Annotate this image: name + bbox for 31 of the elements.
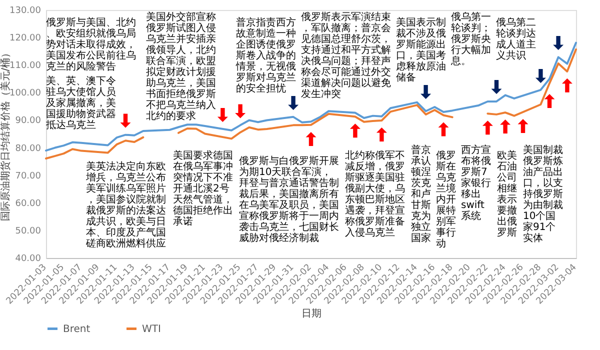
- annotation: 普京指责西方故意制造一种企图诱使俄罗斯卷入战争的情景，无视俄罗斯对乌克兰的安全担忧: [235, 16, 296, 94]
- annotation: 美国表示制裁不涉及俄罗斯能源出口，美国考虑释放原油储备: [396, 16, 446, 84]
- annotation: 俄罗斯与白俄罗斯开展为期10天联合军演，拜登与普京通话警告制裁后果，美国撤离所有在乌美军及职员，美国宣称俄罗斯将于一周内袭击乌克兰，七国财长威胁对俄经济制裁: [239, 155, 339, 244]
- y-tick-label: 90.00: [15, 116, 42, 126]
- text: 美国制裁俄罗斯炼油产品出口，以支持俄罗斯为由制裁10个国家91个实体: [523, 145, 563, 244]
- y-tick-label: 70.00: [15, 171, 42, 182]
- y-tick-label: 120.00: [10, 34, 42, 44]
- legend-label: Brent: [63, 324, 90, 335]
- text: 俄罗斯在乌克兰境内开展特别军事行动: [436, 150, 456, 250]
- y-axis-title: 国际原油期货日均结算价格（美元/桶）: [0, 48, 12, 222]
- x-axis-title: 日期: [302, 308, 322, 320]
- annotation: 欧美石油公司相继表示要撤出俄罗斯: [497, 150, 517, 238]
- y-tick-label: 50.00: [15, 226, 42, 236]
- y-tick-label: 60.00: [15, 198, 42, 209]
- annotation: 美国要求德国在俄乌军事冲突情况下不准开通北溪2号天然气管道，德国拒绝作出承诺: [173, 150, 233, 228]
- annotation: 俄罗斯表示军演结束，军队撤离；普京会见德国总理舒尔茨，支持通过和平方式解决俄乌问题；拜登声称会尽可能通过外交渠道解决问题以避免发生冲突: [301, 11, 391, 100]
- annotation: 美英法决定向东欧增兵，乌克兰公布美军训练乌军照片，美国参议院就制裁俄罗斯的法案达成共识，欧美与日本、印度及产气国磋商欧洲燃料供应: [85, 160, 166, 250]
- y-tick-label: 40.00: [15, 254, 42, 264]
- legend-label: WTI: [142, 324, 161, 335]
- y-tick-label: 80.00: [15, 144, 42, 154]
- text: 普京承认顿涅茨克和卢甘斯克为独立国家: [411, 145, 431, 244]
- annotation: 俄乌第二轮谈判达成人道主义共识: [496, 16, 536, 62]
- annotation: 北约称俄军不减反增，俄罗斯驱逐美国驻俄副大使，乌东顿巴斯地区遇袭，拜登宣称俄罗斯准备入侵乌克兰: [345, 150, 405, 238]
- y-tick-label: 130.00: [10, 6, 42, 16]
- annotation: 俄乌第一轮谈判；俄罗斯央行大幅加息。: [450, 11, 491, 67]
- annotation: 西方宣布将俄罗斯7家银行移出swift系统: [461, 144, 491, 222]
- y-tick-label: 100.00: [10, 88, 42, 99]
- annotation: 俄罗斯与美国、北约、欧安组织就俄乌局势对话未取得成效，美国发布公民前往乌克兰的风险警告: [46, 16, 136, 72]
- annotation: 美、英、澳下令驻乌大使馆人员及家属撤离，美国援助物资武器抵达乌克兰: [45, 75, 116, 131]
- text: 美国外交部宣称俄罗斯试图入侵乌克兰并安插亲俄领导人，北约联合军演，欧盟拟定财政计划援助乌克兰，美国书面拒绝俄罗斯不把乌克兰纳入北约的要求: [146, 12, 216, 122]
- y-tick-label: 110.00: [10, 61, 42, 72]
